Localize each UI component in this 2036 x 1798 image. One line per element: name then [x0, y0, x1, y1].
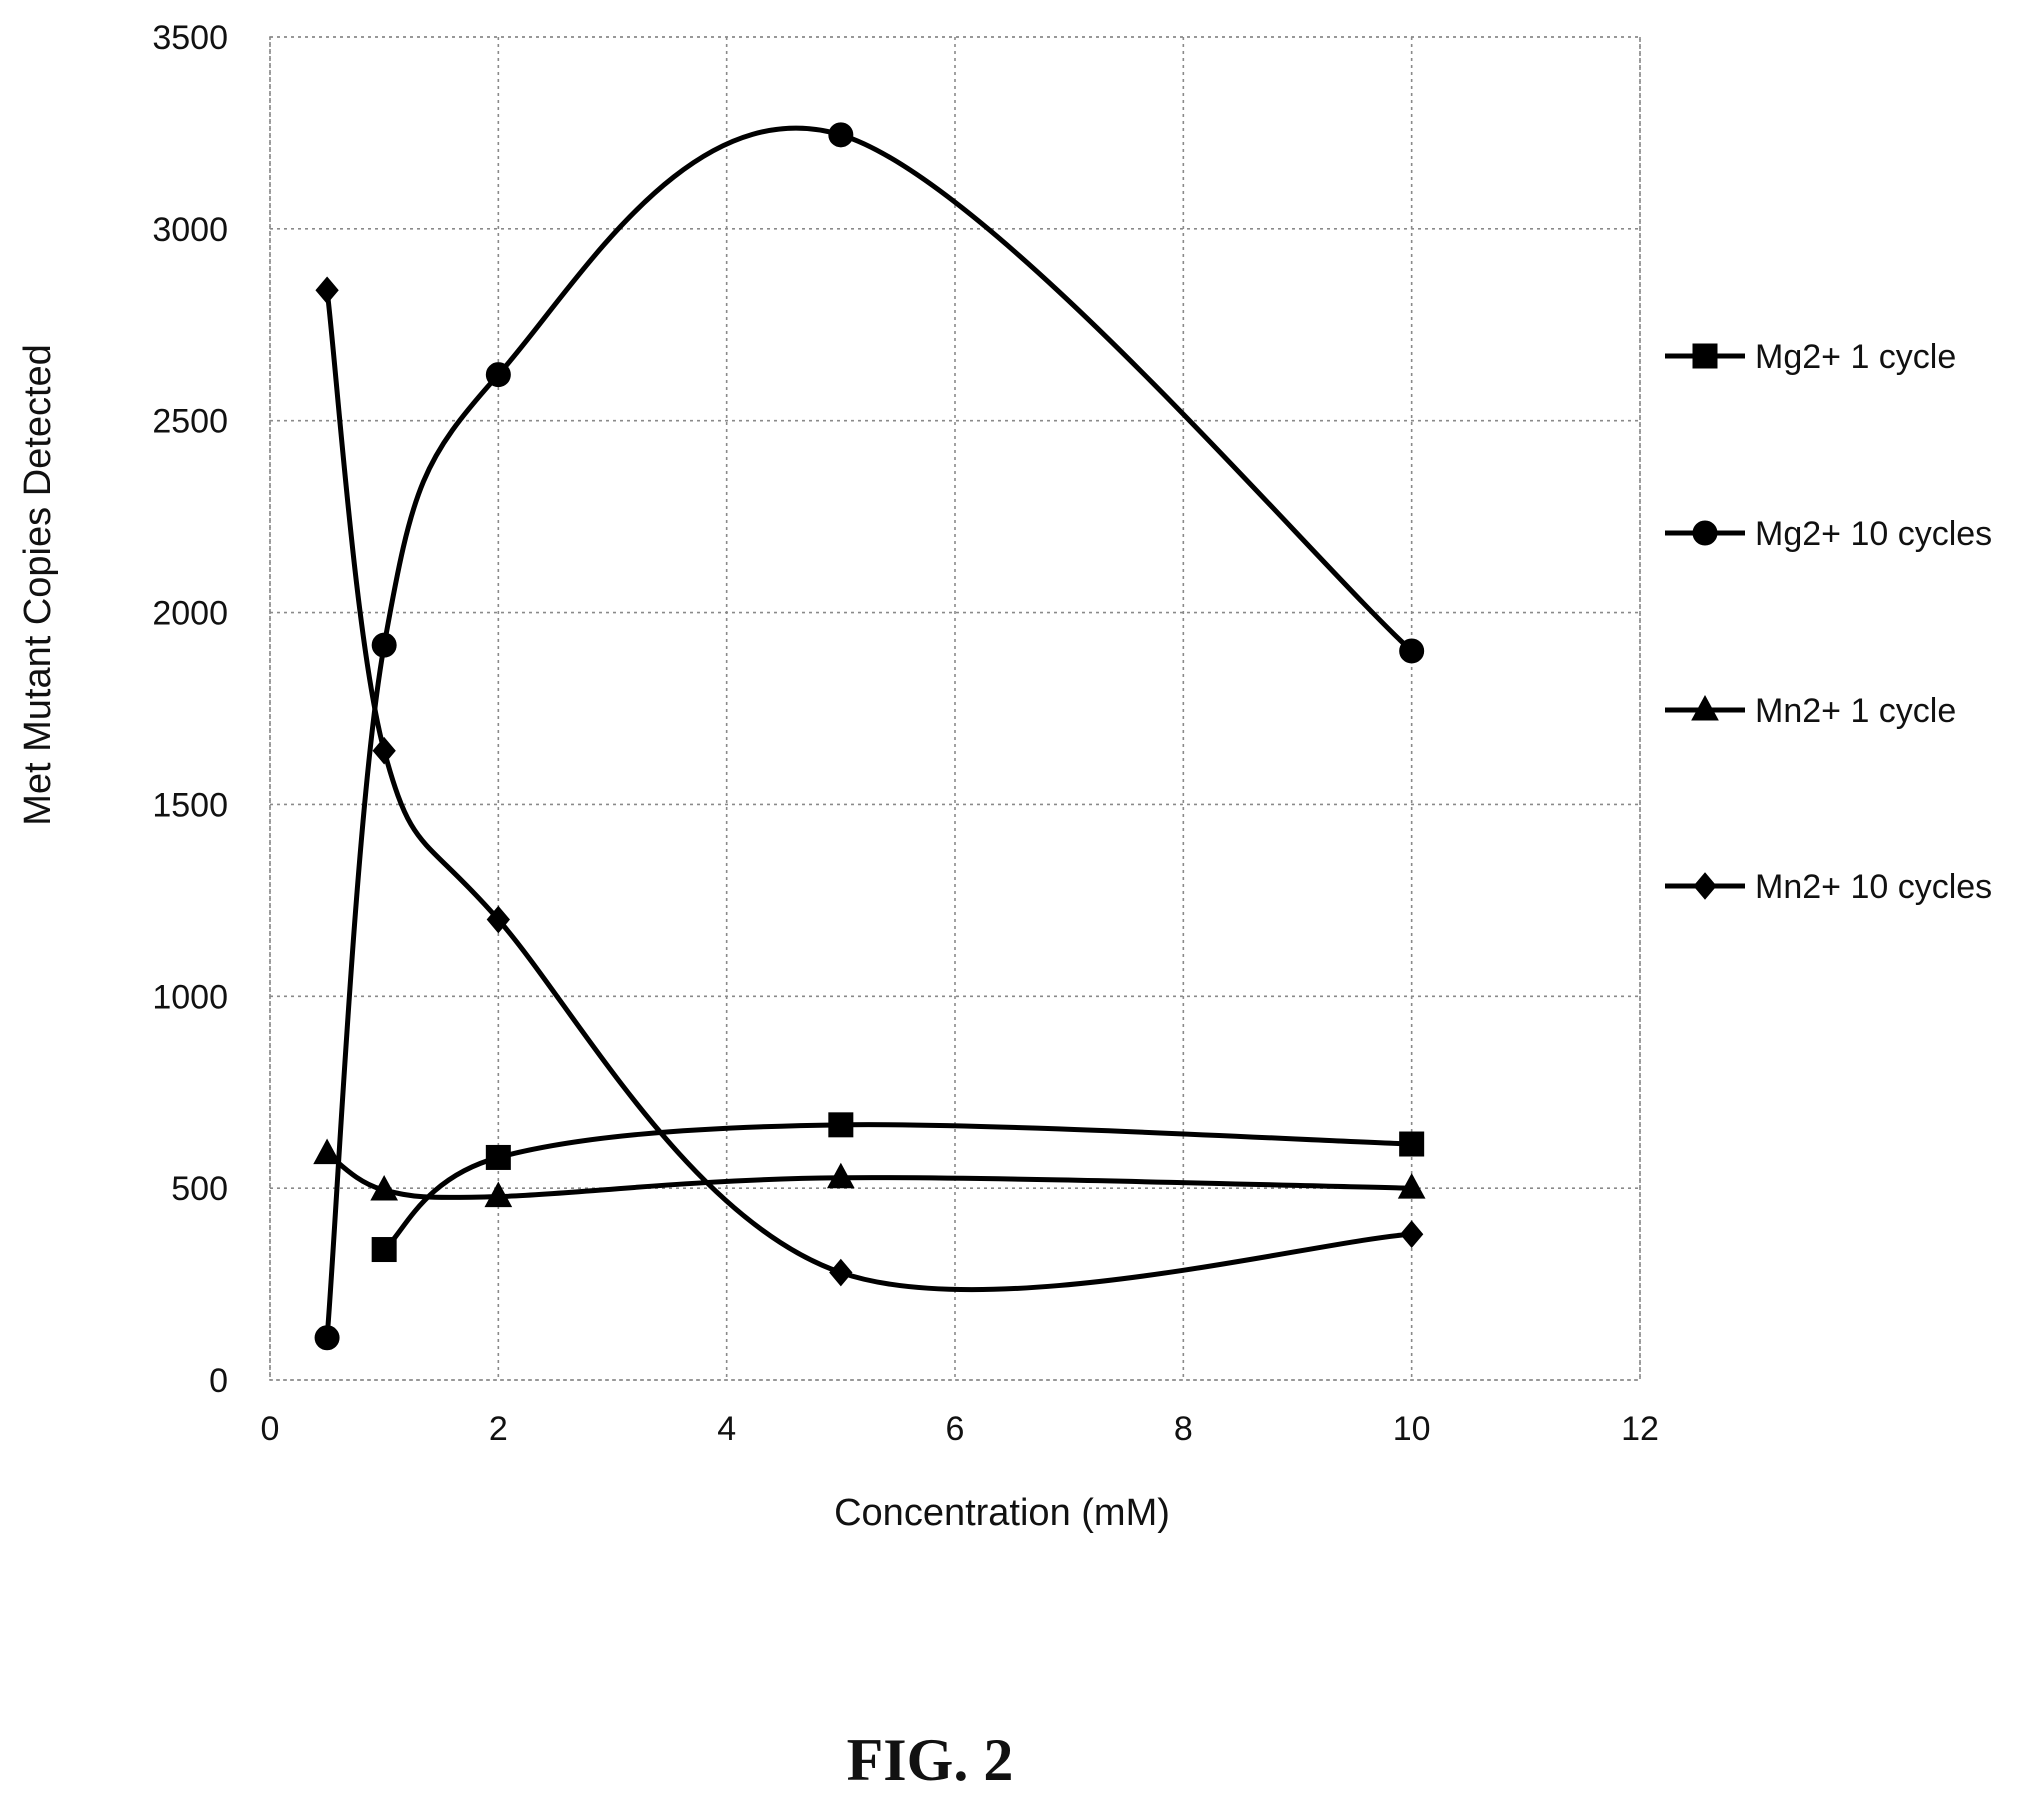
plot-area [269, 36, 1641, 1381]
y-tick-label: 1000 [152, 978, 228, 1016]
legend-marker-square [1692, 343, 1718, 369]
series-line-mg2-1-cycle [381, 1122, 1415, 1253]
legend-item-mn2-1-cycle: Mn2+ 1 cycle [1665, 692, 1956, 730]
data-point-diamond [372, 736, 396, 765]
x-tick-label: 4 [717, 1410, 736, 1448]
y-tick-label: 2000 [152, 595, 228, 633]
series-group [313, 122, 1426, 1351]
axes: 0 2 4 6 8 10 12 0 500 1000 1500 2000 2500 3000 3500 [152, 19, 1659, 1448]
y-tick-label: 3500 [152, 19, 228, 57]
y-tick-label: 1500 [152, 786, 228, 824]
data-point-circle [1399, 638, 1425, 664]
x-tick-label: 6 [946, 1410, 965, 1448]
data-point-diamond [486, 905, 510, 934]
legend-marker-diamond [1693, 872, 1717, 900]
legend-item-mg2-10-cycles: Mg2+ 10 cycles [1665, 515, 1992, 553]
legend-marker-circle [1692, 520, 1718, 546]
figure-caption: FIG. 2 [847, 1727, 1014, 1793]
series-line-mn2-10-cycles [324, 287, 1415, 1293]
data-point-diamond [829, 1258, 853, 1287]
data-point-triangle [826, 1162, 855, 1189]
data-point-square [828, 1112, 854, 1138]
data-point-square [485, 1144, 511, 1170]
legend: Mg2+ 1 cycle Mg2+ 10 cycles Mn2+ 1 cycle Mn… [1665, 338, 1992, 906]
data-point-circle [828, 122, 854, 148]
y-tick-label: 3000 [152, 211, 228, 249]
x-tick-label: 8 [1174, 1410, 1193, 1448]
y-tick-label: 0 [209, 1362, 228, 1400]
series-line-mg2-10-cycles [324, 125, 1415, 1341]
legend-label: Mn2+ 1 cycle [1755, 692, 1956, 730]
legend-item-mn2-10-cycles: Mn2+ 10 cycles [1665, 868, 1992, 906]
series-mn2-1-cycle [313, 1138, 1426, 1208]
x-axis-title: Concentration (mM) [834, 1492, 1170, 1534]
legend-label: Mn2+ 10 cycles [1755, 868, 1992, 906]
y-tick-label: 2500 [152, 403, 228, 441]
y-axis-title: Met Mutant Copies Detected [17, 344, 59, 826]
legend-marker-triangle [1691, 694, 1719, 721]
series-mn2-10-cycles [315, 276, 1424, 1293]
data-point-circle [371, 632, 397, 658]
legend-label: Mg2+ 10 cycles [1755, 515, 1992, 553]
data-point-triangle [313, 1138, 341, 1165]
data-point-triangle [370, 1175, 399, 1201]
data-point-diamond [1400, 1220, 1424, 1248]
x-tick-label: 0 [261, 1410, 280, 1448]
data-point-diamond [315, 276, 339, 305]
x-tick-label: 10 [1393, 1410, 1431, 1448]
series-mg2-10-cycles [314, 122, 1425, 1351]
data-point-circle [485, 362, 511, 388]
data-point-triangle [484, 1181, 513, 1208]
series-mg2-1-cycle [371, 1112, 1425, 1263]
data-point-triangle [1397, 1173, 1426, 1199]
legend-item-mg2-1-cycle: Mg2+ 1 cycle [1665, 338, 1956, 376]
legend-label: Mg2+ 1 cycle [1755, 338, 1956, 376]
data-point-square [371, 1237, 397, 1263]
data-point-square [1399, 1131, 1425, 1157]
x-tick-label: 2 [489, 1410, 508, 1448]
x-tick-label: 12 [1621, 1410, 1659, 1448]
y-tick-label: 500 [171, 1170, 228, 1208]
data-point-circle [314, 1325, 340, 1351]
